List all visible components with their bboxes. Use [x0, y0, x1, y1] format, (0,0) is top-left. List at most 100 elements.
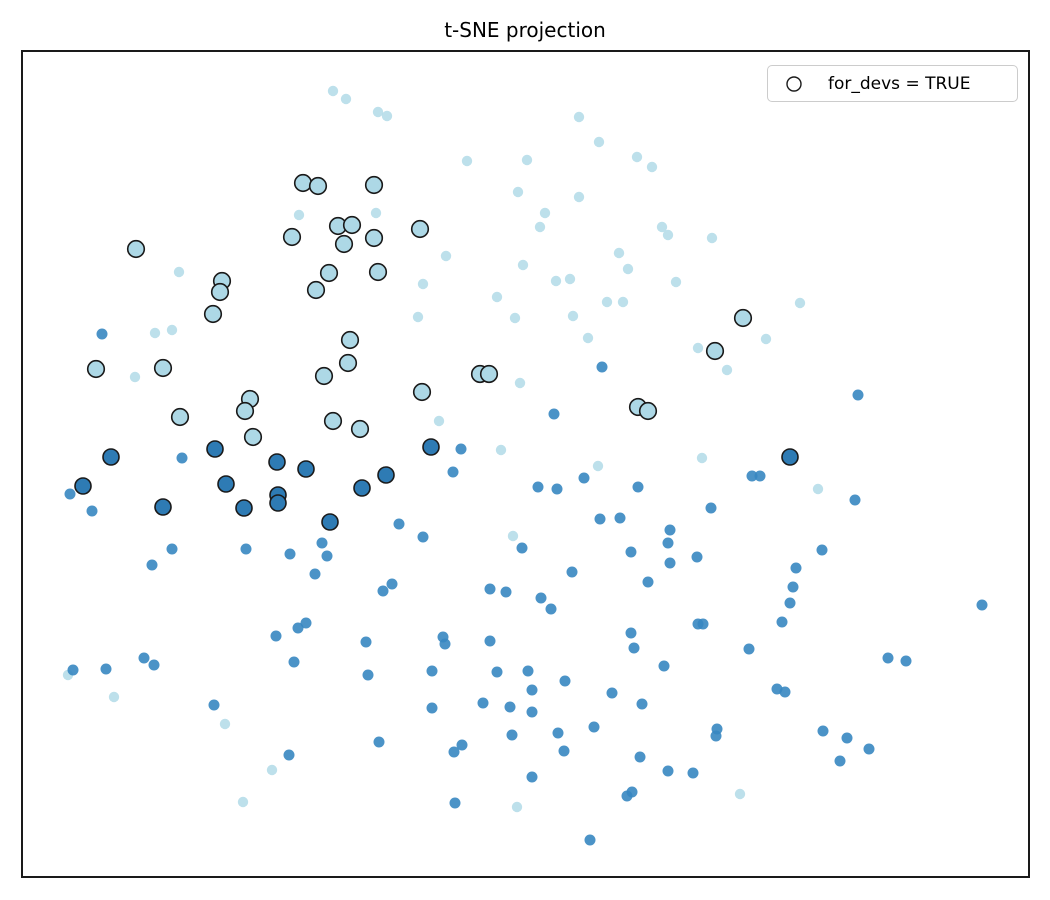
plot-border	[21, 50, 1030, 878]
scatter-point	[578, 472, 590, 484]
scatter-point	[506, 729, 518, 741]
scatter-point	[664, 524, 676, 536]
scatter-point	[386, 578, 398, 590]
scatter-point	[539, 207, 551, 219]
scatter-point	[308, 176, 328, 196]
scatter-point	[625, 627, 637, 639]
scatter-point	[534, 221, 546, 233]
scatter-point	[781, 448, 799, 466]
scatter-point	[691, 551, 703, 563]
scatter-point	[517, 259, 529, 271]
scatter-point	[323, 411, 343, 431]
scatter-point	[812, 483, 824, 495]
scatter-point	[697, 618, 709, 630]
scatter-point	[662, 229, 674, 241]
scatter-point	[149, 327, 161, 339]
scatter-point	[314, 366, 334, 386]
scatter-point	[129, 371, 141, 383]
scatter-point	[477, 697, 489, 709]
scatter-point	[849, 494, 861, 506]
scatter-point	[484, 635, 496, 647]
scatter-point	[625, 546, 637, 558]
scatter-point	[526, 706, 538, 718]
scatter-point	[976, 599, 988, 611]
scatter-point	[504, 701, 516, 713]
scatter-point	[449, 797, 461, 809]
scatter-point	[327, 85, 339, 97]
scatter-point	[412, 311, 424, 323]
scatter-point	[779, 686, 791, 698]
scatter-point	[370, 207, 382, 219]
scatter-point	[235, 401, 255, 421]
scatter-point	[381, 110, 393, 122]
scatter-point	[734, 788, 746, 800]
scatter-point	[372, 106, 384, 118]
scatter-point	[96, 328, 108, 340]
scatter-point	[166, 543, 178, 555]
scatter-point	[622, 263, 634, 275]
scatter-point	[412, 382, 432, 402]
scatter-point	[439, 638, 451, 650]
scatter-point	[514, 377, 526, 389]
scatter-point	[662, 537, 674, 549]
scatter-point	[817, 725, 829, 737]
scatter-point	[340, 330, 360, 350]
scatter-point	[760, 333, 772, 345]
scatter-point	[746, 470, 758, 482]
scatter-point	[74, 477, 92, 495]
scatter-point	[634, 751, 646, 763]
scatter-point	[550, 275, 562, 287]
scatter-point	[841, 732, 853, 744]
legend[interactable]: for_devs = TRUE	[767, 65, 1018, 102]
scatter-point	[628, 642, 640, 654]
scatter-point	[300, 617, 312, 629]
scatter-point	[526, 771, 538, 783]
scatter-point	[461, 155, 473, 167]
scatter-point	[592, 460, 604, 472]
scatter-point	[613, 247, 625, 259]
scatter-point	[507, 530, 519, 542]
scatter-point	[552, 727, 564, 739]
scatter-point	[138, 652, 150, 664]
scatter-point	[567, 310, 579, 322]
scatter-point	[269, 494, 287, 512]
scatter-point	[417, 278, 429, 290]
scatter-point	[582, 332, 594, 344]
scatter-point	[297, 460, 315, 478]
scatter-point	[706, 232, 718, 244]
scatter-point	[512, 186, 524, 198]
legend-open-circle-icon	[786, 75, 802, 92]
scatter-point	[521, 154, 533, 166]
scatter-point	[559, 675, 571, 687]
scatter-point	[526, 684, 538, 696]
scatter-point	[551, 483, 563, 495]
scatter-point	[491, 666, 503, 678]
legend-label: for_devs = TRUE	[828, 73, 971, 94]
scatter-point	[360, 636, 372, 648]
scatter-point	[319, 263, 339, 283]
scatter-point	[532, 481, 544, 493]
scatter-point	[626, 786, 638, 798]
scatter-point	[566, 566, 578, 578]
scatter-point	[86, 359, 106, 379]
scatter-point	[516, 542, 528, 554]
scatter-point	[350, 419, 370, 439]
scatter-point	[146, 559, 158, 571]
scatter-point	[282, 227, 302, 247]
scatter-point	[455, 443, 467, 455]
scatter-point	[584, 834, 596, 846]
scatter-point	[606, 687, 618, 699]
scatter-point	[573, 111, 585, 123]
scatter-point	[86, 505, 98, 517]
scatter-point	[670, 276, 682, 288]
scatter-point	[64, 488, 76, 500]
scatter-point	[426, 702, 438, 714]
scatter-points-layer	[62, 85, 988, 846]
scatter-point	[219, 718, 231, 730]
scatter-point	[166, 324, 178, 336]
scatter-point	[203, 304, 223, 324]
scatter-point	[240, 543, 252, 555]
scatter-point	[638, 401, 658, 421]
scatter-point	[283, 749, 295, 761]
